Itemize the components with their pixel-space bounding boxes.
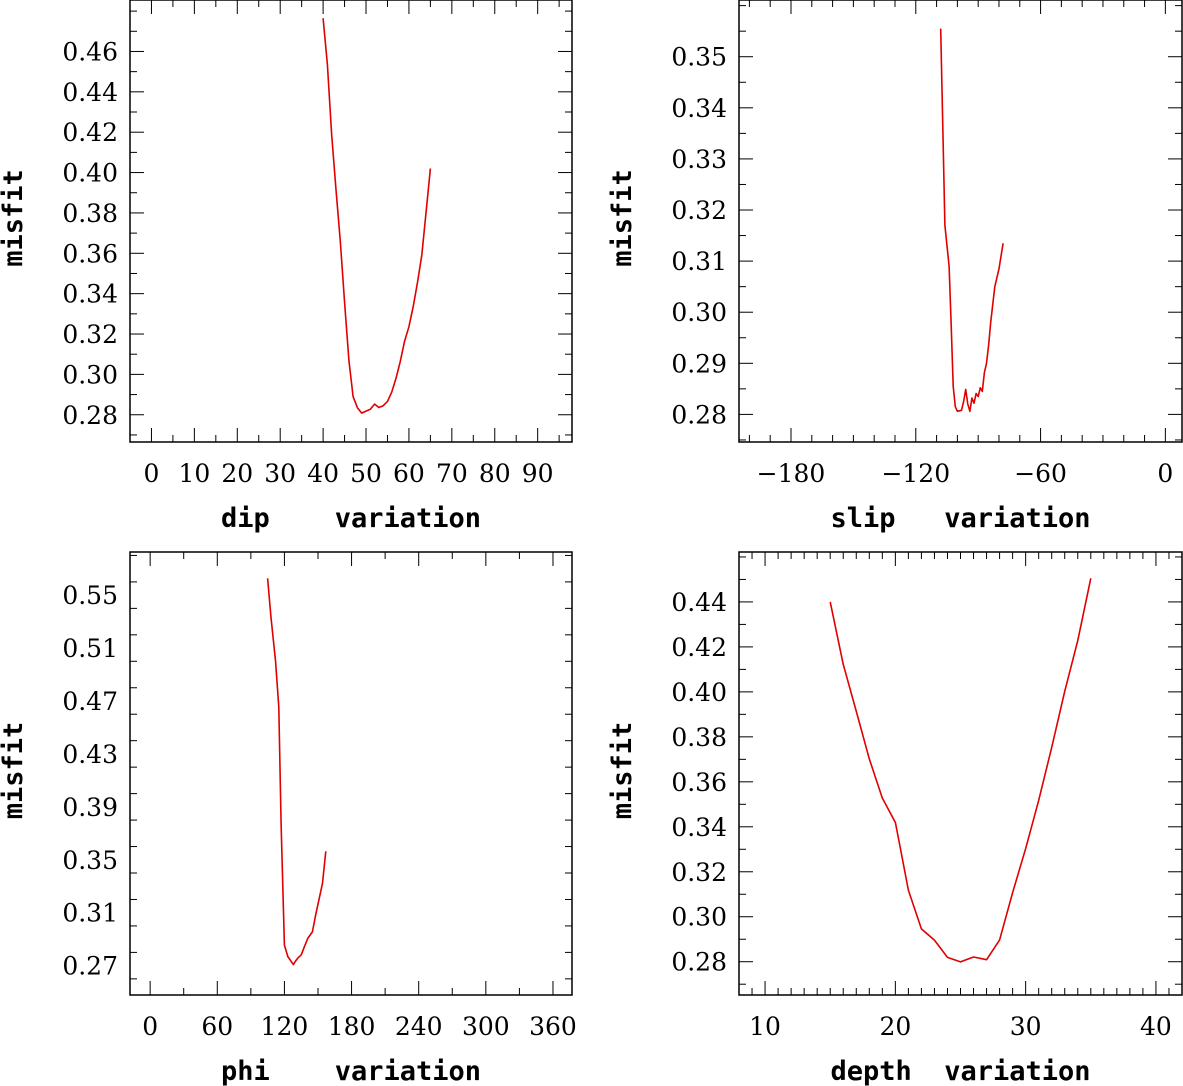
dip-variation-panel: 0 10 20 30 40 50 60 70 80 90 0.28 0.30 0.32 0.34 0.36 0…	[0, 0, 573, 534]
y-tick-label: 0.44	[62, 78, 118, 107]
x-tick-label: 40	[307, 459, 339, 488]
y-tick-label: 0.30	[62, 360, 118, 389]
y-tick-label: 0.36	[671, 768, 727, 797]
y-tick-label: 0.44	[671, 588, 727, 617]
y-tick-label: 0.32	[671, 858, 727, 887]
y-tick-label: 0.28	[671, 948, 727, 977]
dip-misfit-line	[322, 18, 432, 414]
y-tick-label: 0.46	[62, 37, 118, 66]
x-tick-label: 30	[1010, 1012, 1042, 1041]
y-tick-label: 0.29	[671, 349, 727, 378]
y-tick-label: 0.34	[671, 813, 727, 842]
y-axis-label: misfit	[0, 169, 29, 267]
x-tick-label: 0	[144, 459, 160, 488]
y-axis-label: misfit	[607, 722, 638, 820]
x-axis-label: dip variation	[221, 503, 481, 534]
y-tick-label: 0.32	[671, 196, 727, 225]
y-tick-label: 0.39	[62, 793, 118, 822]
x-tick-label: −180	[757, 459, 826, 488]
y-tick-label: 0.55	[62, 581, 118, 610]
y-tick-label: 0.28	[671, 400, 727, 429]
x-tick-label: 10	[749, 1012, 781, 1041]
slip-misfit-line	[939, 28, 1004, 413]
x-tick-label: 120	[261, 1012, 309, 1041]
y-axis-label: misfit	[607, 169, 638, 267]
x-tick-label: 30	[264, 459, 296, 488]
x-tick-label: 20	[221, 459, 253, 488]
x-axis-label: slip variation	[830, 503, 1090, 534]
x-tick-label: 180	[328, 1012, 376, 1041]
plot-frame	[738, 551, 1183, 996]
x-tick-label: 240	[395, 1012, 443, 1041]
x-tick-label: −120	[881, 459, 950, 488]
x-tick-label: 20	[879, 1012, 911, 1041]
y-tick-label: 0.43	[62, 740, 118, 769]
y-tick-label: 0.40	[671, 678, 727, 707]
y-tick-label: 0.31	[62, 899, 118, 928]
y-tick-label: 0.47	[62, 687, 118, 716]
y-tick-label: 0.36	[62, 239, 118, 268]
x-tick-label: 40	[1140, 1012, 1172, 1041]
x-tick-label: 70	[436, 459, 468, 488]
x-tick-label: −60	[1014, 459, 1067, 488]
y-tick-label: 0.30	[671, 903, 727, 932]
depth-misfit-line	[829, 578, 1092, 963]
x-tick-label: 10	[178, 459, 210, 488]
y-tick-label: 0.42	[671, 633, 727, 662]
y-tick-label: 0.51	[62, 634, 118, 663]
y-tick-label: 0.32	[62, 320, 118, 349]
plot-frame	[129, 551, 573, 996]
y-tick-label: 0.27	[62, 952, 118, 981]
y-tick-label: 0.35	[671, 43, 727, 72]
y-tick-label: 0.34	[671, 94, 727, 123]
y-tick-label: 0.30	[671, 298, 727, 327]
slip-variation-panel: −180 −120 −60 0 0.28 0.29 0.30 0.31 0.32 0.33 0.34…	[607, 0, 1183, 534]
x-tick-label: 360	[529, 1012, 577, 1041]
y-tick-label: 0.34	[62, 280, 118, 309]
x-tick-label: 60	[201, 1012, 233, 1041]
phi-variation-panel: 0 60 120 180 240 300 360 0.27 0.31 0.35 0.39 0.43 0.…	[0, 551, 577, 1086]
x-tick-label: 90	[522, 459, 554, 488]
y-tick-label: 0.28	[62, 401, 118, 430]
x-tick-label: 0	[142, 1012, 158, 1041]
phi-misfit-line	[266, 578, 327, 966]
x-axis-label: phi variation	[221, 1056, 481, 1086]
x-tick-label: 80	[479, 459, 511, 488]
y-tick-label: 0.40	[62, 159, 118, 188]
x-tick-label: 50	[350, 459, 382, 488]
x-tick-label: 0	[1157, 459, 1173, 488]
y-tick-label: 0.38	[671, 723, 727, 752]
x-axis-label: depth variation	[830, 1056, 1090, 1086]
plot-frame	[738, 0, 1183, 443]
y-tick-label: 0.31	[671, 247, 727, 276]
y-tick-label: 0.38	[62, 199, 118, 228]
plot-frame	[129, 0, 573, 443]
y-axis-label: misfit	[0, 722, 29, 820]
depth-variation-panel: 10 20 30 40 0.28 0.30 0.32 0.34 0.36 0.38 0.40 0.42…	[607, 551, 1183, 1086]
y-tick-label: 0.35	[62, 846, 118, 875]
y-tick-label: 0.33	[671, 145, 727, 174]
y-tick-label: 0.42	[62, 118, 118, 147]
x-tick-label: 300	[462, 1012, 510, 1041]
x-tick-label: 60	[393, 459, 425, 488]
